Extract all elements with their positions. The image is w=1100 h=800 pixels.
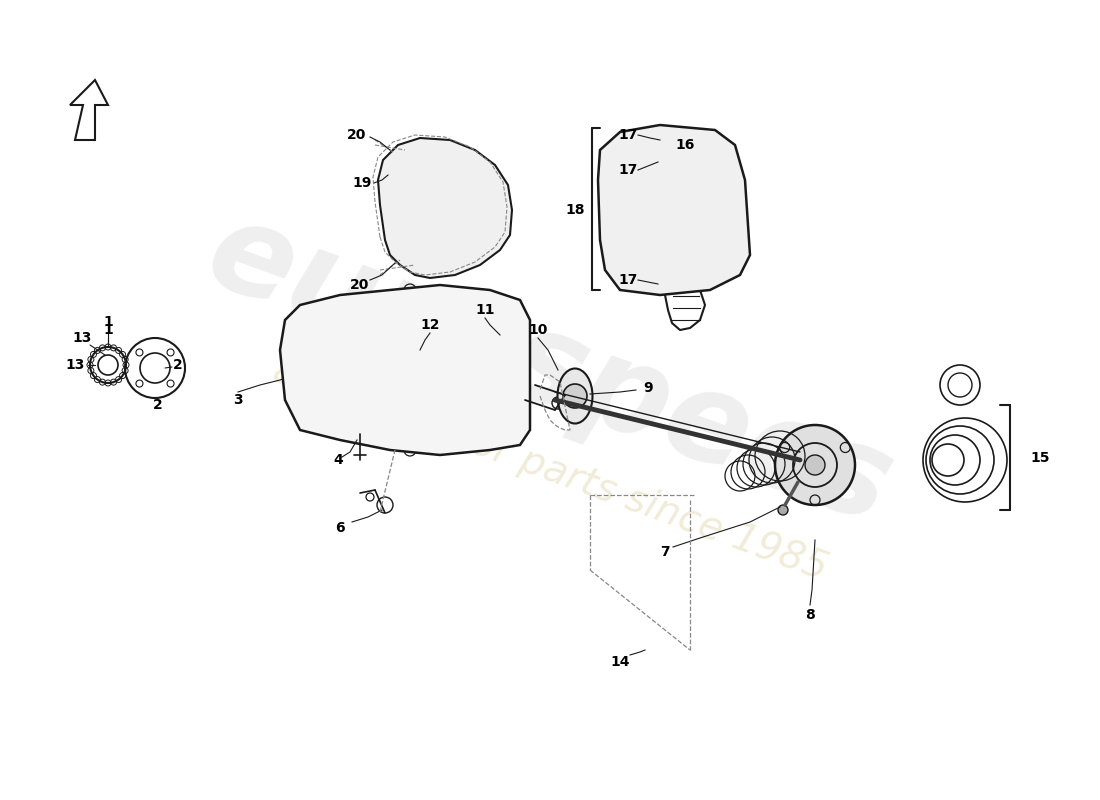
Text: eurospecs: eurospecs: [191, 190, 909, 550]
Text: 12: 12: [420, 318, 440, 332]
Text: 10: 10: [528, 323, 548, 337]
Text: 8: 8: [805, 608, 815, 622]
Text: 20: 20: [348, 128, 366, 142]
Polygon shape: [70, 80, 108, 140]
Text: 13: 13: [73, 331, 91, 345]
Circle shape: [395, 253, 405, 263]
Text: 1: 1: [103, 315, 113, 329]
Circle shape: [563, 384, 587, 408]
Text: 17: 17: [618, 273, 638, 287]
Text: 19: 19: [352, 176, 372, 190]
Circle shape: [353, 420, 367, 434]
Text: 17: 17: [618, 163, 638, 177]
Text: 3: 3: [233, 393, 243, 407]
Text: a passion for parts since 1985: a passion for parts since 1985: [267, 352, 833, 588]
Text: 14: 14: [610, 655, 629, 669]
Text: 6: 6: [336, 521, 344, 535]
Text: 20: 20: [350, 278, 370, 292]
Text: 4: 4: [333, 453, 343, 467]
Text: 7: 7: [660, 545, 670, 559]
Circle shape: [402, 362, 418, 378]
Text: 1: 1: [103, 323, 113, 337]
Polygon shape: [378, 138, 512, 278]
Circle shape: [776, 425, 855, 505]
Circle shape: [410, 255, 420, 265]
Text: 9: 9: [644, 381, 652, 395]
Text: 11: 11: [475, 303, 495, 317]
Circle shape: [660, 198, 684, 222]
Text: 2: 2: [153, 398, 163, 412]
Text: 16: 16: [675, 138, 695, 152]
Circle shape: [805, 455, 825, 475]
Circle shape: [778, 505, 788, 515]
Text: 2: 2: [173, 358, 183, 372]
Circle shape: [403, 148, 412, 158]
Text: 18: 18: [565, 203, 585, 217]
Ellipse shape: [558, 369, 593, 423]
Text: 13: 13: [65, 358, 85, 372]
Circle shape: [390, 150, 400, 160]
Text: 15: 15: [1031, 451, 1049, 465]
Polygon shape: [280, 285, 530, 455]
Polygon shape: [598, 125, 750, 295]
Text: 17: 17: [618, 128, 638, 142]
